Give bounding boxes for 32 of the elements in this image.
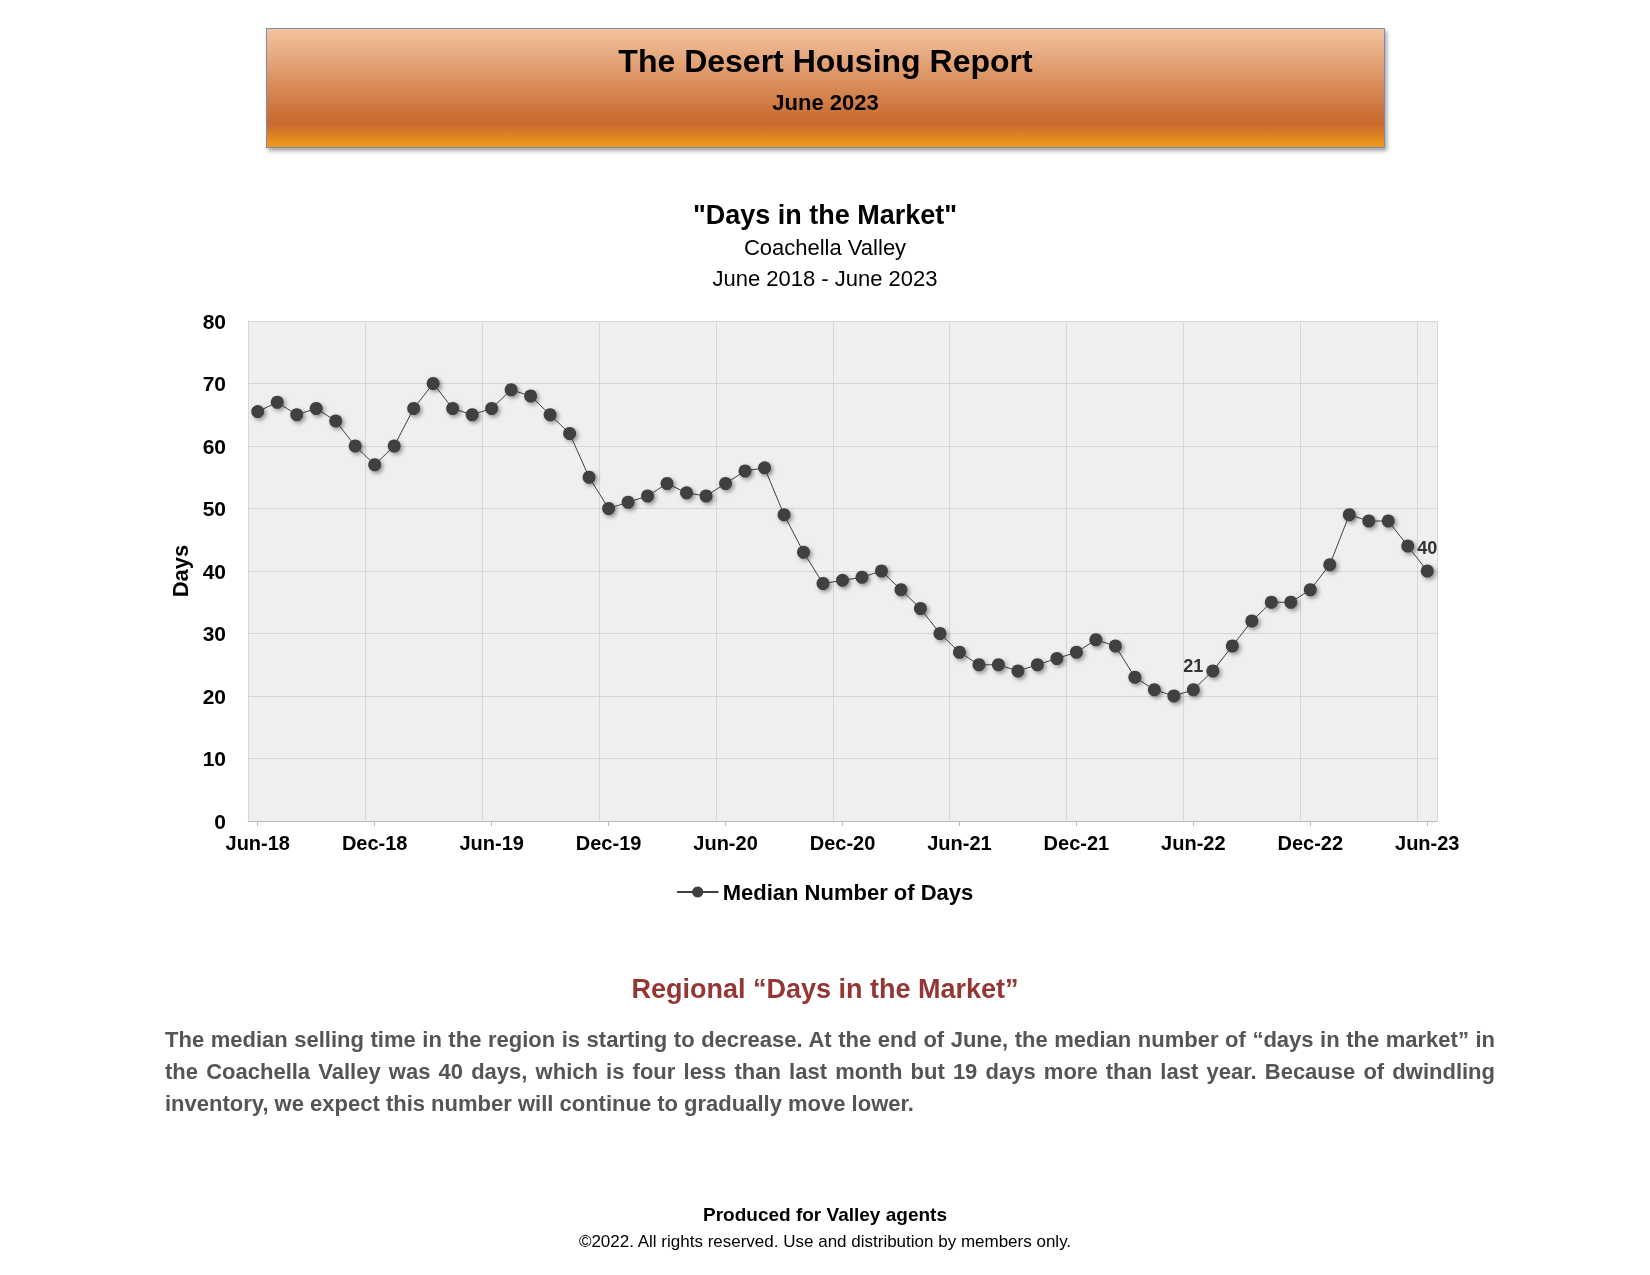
x-tick-label: Dec-21 — [1043, 832, 1110, 854]
x-tick-label: Jun-20 — [693, 832, 758, 854]
y-tick-label: 10 — [202, 747, 226, 770]
text: June 2023 — [771, 90, 880, 116]
x-tick-label: Dec-19 — [575, 832, 642, 854]
y-tick-label: 80 — [202, 309, 226, 333]
x-tick-label: Dec-22 — [1277, 832, 1344, 854]
y-tick-label: 50 — [202, 497, 226, 520]
text: The Desert Housing Report — [617, 43, 1034, 80]
legend-label: Median Number of Days — [722, 879, 974, 905]
text: Regional “Days in the Market” — [630, 974, 1020, 1005]
x-tick-label: Jun-23 — [1395, 832, 1460, 854]
x-tick-label: Jun-22 — [1161, 832, 1226, 854]
data-label: 21 — [1183, 656, 1204, 677]
y-tick-label: 60 — [202, 434, 226, 458]
text: Produced for Valley agents — [702, 1204, 948, 1226]
text: The median selling time in the region is starting to decrease. At the end of June, the median number of “days in the market” in the Coachella Valley was 40 days, which is four less than last month but 19 days more than last year. Because of dwindling inventory, we expect this number will continue to gradually move lower. — [165, 1026, 1495, 1118]
chart-subtitle: Coachella Valley June 2018 - June 2023 — [712, 235, 938, 291]
data-label: 40 — [1417, 537, 1438, 558]
y-tick-label: 20 — [202, 684, 226, 708]
chart-title: "Days in the Market" — [692, 199, 958, 230]
y-tick-label: 0 — [214, 809, 226, 833]
x-tick-label: Dec-18 — [341, 832, 408, 854]
y-axis-title: Days — [168, 544, 194, 598]
x-tick-label: Dec-20 — [809, 832, 876, 854]
y-tick-label: 70 — [202, 372, 226, 395]
x-tick-label: Jun-21 — [927, 832, 992, 854]
y-tick-label: 30 — [202, 622, 226, 645]
x-tick-label: Jun-19 — [459, 832, 524, 854]
text: ©2022. All rights reserved. Use and distribution by members only. — [577, 1232, 1073, 1252]
x-tick-label: Jun-18 — [225, 832, 290, 854]
y-tick-label: 40 — [202, 559, 226, 583]
